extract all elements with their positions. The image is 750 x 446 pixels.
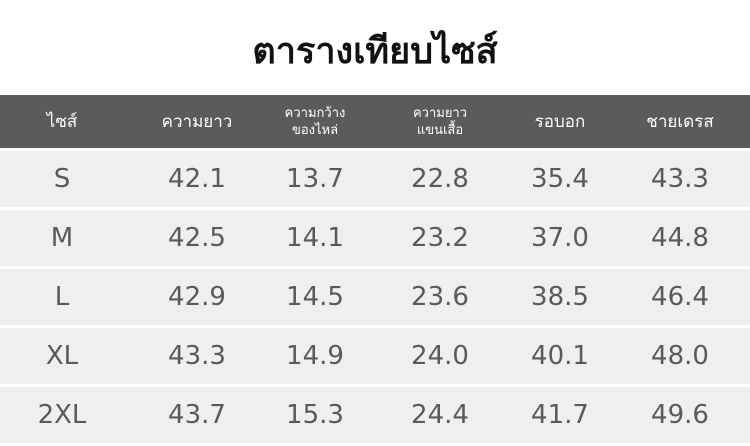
- measurement-cell: 14.9: [286, 341, 344, 371]
- column-header: ไซส์: [46, 111, 78, 132]
- measurement-cell: 24.4: [411, 400, 469, 430]
- measurement-cell: 13.7: [286, 164, 344, 194]
- page-title: ตารางเทียบไซส์: [252, 31, 498, 72]
- measurement-cell: 48.0: [651, 341, 709, 371]
- column-header: รอบอก: [534, 111, 586, 132]
- measurement-cell: 38.5: [531, 282, 589, 312]
- measurement-cell: 42.5: [168, 223, 226, 253]
- measurement-cell: 23.6: [411, 282, 469, 312]
- measurement-cell: 15.3: [286, 400, 344, 430]
- measurement-cell: 37.0: [531, 223, 589, 253]
- size-cell: XL: [45, 341, 79, 371]
- column-header: ชายเดรส: [646, 111, 714, 132]
- size-cell: 2XL: [37, 400, 87, 430]
- table-row: 2XL 43.7 15.3 24.4 41.7 49.6: [0, 387, 750, 443]
- measurement-cell: 22.8: [411, 164, 469, 194]
- measurement-cell: 24.0: [411, 341, 469, 371]
- measurement-cell: 42.1: [168, 164, 226, 194]
- measurement-cell: 40.1: [531, 341, 589, 371]
- measurement-cell: 43.7: [168, 400, 226, 430]
- table-row: M 42.5 14.1 23.2 37.0 44.8: [0, 210, 750, 266]
- measurement-cell: 14.5: [286, 282, 344, 312]
- measurement-cell: 42.9: [168, 282, 226, 312]
- measurement-cell: 41.7: [531, 400, 589, 430]
- measurement-cell: 44.8: [651, 223, 709, 253]
- table-header: ไซส์ ความยาว ความกว้าง ของไหล่ ความยาว แขนเ…: [0, 95, 750, 148]
- measurement-cell: 35.4: [531, 164, 589, 194]
- size-cell: S: [53, 164, 71, 194]
- size-cell: L: [54, 282, 70, 312]
- measurement-cell: 23.2: [411, 223, 469, 253]
- measurement-cell: 43.3: [168, 341, 226, 371]
- measurement-cell: 14.1: [286, 223, 344, 253]
- size-cell: M: [50, 223, 74, 253]
- table-row: XL 43.3 14.9 24.0 40.1 48.0: [0, 328, 750, 384]
- table-row: L 42.9 14.5 23.6 38.5 46.4: [0, 269, 750, 325]
- measurement-cell: 43.3: [651, 164, 709, 194]
- column-header: ความยาว แขนเสื้อ: [412, 105, 468, 138]
- column-header: ความกว้าง ของไหล่: [284, 105, 346, 138]
- column-header: ความยาว: [161, 111, 233, 132]
- table-row: S 42.1 13.7 22.8 35.4 43.3: [0, 151, 750, 207]
- measurement-cell: 46.4: [651, 282, 709, 312]
- measurement-cell: 49.6: [651, 400, 709, 430]
